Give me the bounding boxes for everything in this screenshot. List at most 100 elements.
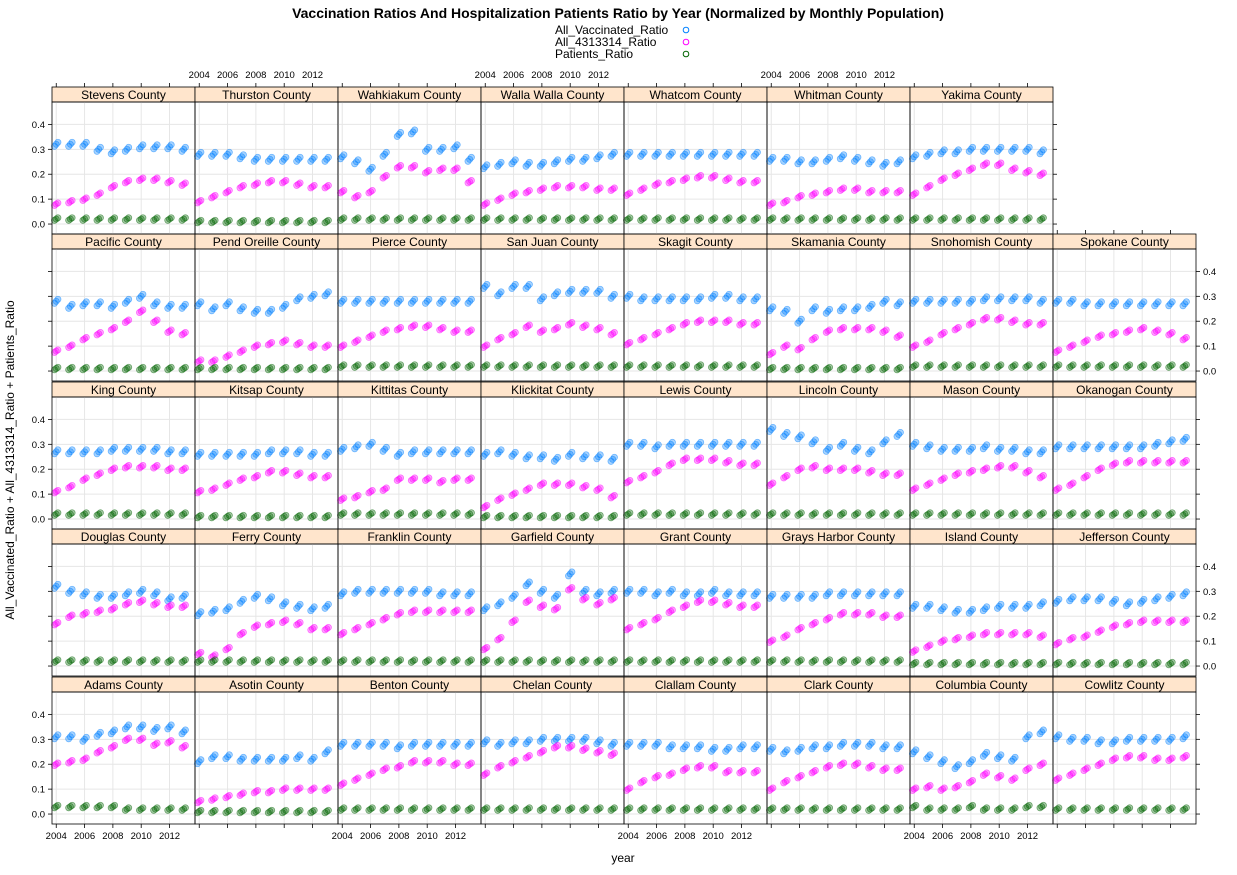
data-point <box>139 734 147 742</box>
panel-king-county: King County <box>51 381 196 530</box>
data-point <box>354 491 362 499</box>
data-point <box>912 214 920 222</box>
panel-strip-label: Franklin County <box>367 530 451 544</box>
data-point <box>912 295 920 303</box>
data-point <box>854 443 862 451</box>
data-point <box>1055 346 1063 354</box>
data-point <box>310 784 318 792</box>
data-point <box>1097 626 1105 634</box>
y-tick-label: 0.0 <box>1203 662 1216 673</box>
data-point <box>211 356 219 364</box>
data-point <box>540 214 548 222</box>
data-point <box>1182 804 1190 812</box>
data-point <box>296 511 304 519</box>
data-point <box>139 462 147 469</box>
data-point <box>840 588 848 596</box>
data-point <box>1025 214 1033 222</box>
data-point <box>940 174 948 182</box>
panel-strip-label: San Juan County <box>506 235 598 249</box>
data-point <box>467 588 475 596</box>
data-point <box>739 509 747 517</box>
data-point <box>554 742 562 749</box>
data-point <box>626 804 634 812</box>
data-point <box>1112 754 1120 762</box>
panel-okanogan-county: Okanogan County <box>1052 381 1197 530</box>
data-point <box>82 754 90 762</box>
data-point <box>181 726 189 734</box>
data-point <box>197 656 205 664</box>
data-point <box>826 509 834 517</box>
data-point <box>324 216 332 224</box>
data-point <box>354 295 362 303</box>
data-point <box>912 438 920 446</box>
data-point <box>783 341 791 349</box>
data-point <box>425 738 433 746</box>
data-point <box>783 590 791 598</box>
data-point <box>68 801 76 809</box>
data-point <box>125 599 133 606</box>
data-point <box>225 448 233 456</box>
data-point <box>739 361 747 369</box>
data-point <box>511 156 519 164</box>
data-point <box>640 438 648 446</box>
data-point <box>983 804 991 812</box>
data-point <box>540 361 548 369</box>
data-point <box>811 590 819 598</box>
data-point <box>111 726 119 734</box>
data-point <box>153 462 161 469</box>
data-point <box>397 295 405 303</box>
data-point <box>282 598 290 606</box>
data-point <box>811 462 819 469</box>
panel-strip-label: Douglas County <box>81 530 166 544</box>
data-point <box>997 600 1005 608</box>
data-point <box>82 333 90 341</box>
panel-frame <box>766 101 911 235</box>
data-point <box>882 611 890 619</box>
data-point <box>525 736 533 744</box>
panel-strip-label: Clark County <box>804 678 873 692</box>
data-point <box>797 743 805 751</box>
panel-strip-label: Cowlitz County <box>1084 678 1164 692</box>
data-point <box>254 216 262 224</box>
data-point <box>310 153 318 161</box>
x-tick-label: 2006 <box>932 831 953 842</box>
data-point <box>453 214 461 222</box>
data-point <box>912 784 920 792</box>
data-point <box>525 214 533 222</box>
data-point <box>296 600 304 608</box>
data-point <box>525 752 533 759</box>
data-point <box>225 363 233 371</box>
data-point <box>483 341 491 349</box>
data-point <box>697 454 705 462</box>
data-point <box>354 804 362 812</box>
data-point <box>739 293 747 301</box>
data-point <box>668 459 676 467</box>
data-point <box>1011 804 1019 812</box>
data-point <box>769 199 777 207</box>
data-point <box>296 338 304 346</box>
data-point <box>640 585 648 593</box>
data-point <box>139 174 147 182</box>
data-point <box>753 459 761 467</box>
data-point <box>239 151 247 159</box>
data-point <box>596 361 604 369</box>
data-point <box>554 324 562 331</box>
panel-frame <box>337 248 482 382</box>
data-point <box>296 806 304 814</box>
data-point <box>954 633 962 641</box>
data-point <box>940 214 948 222</box>
panel-grays-harbor-county: Grays Harbor County <box>766 528 911 677</box>
data-point <box>296 619 304 626</box>
data-point <box>483 214 491 222</box>
data-point <box>439 606 447 614</box>
data-point <box>769 743 777 751</box>
data-point <box>96 747 104 754</box>
data-point <box>1154 509 1162 517</box>
data-point <box>425 214 433 222</box>
data-point <box>540 451 548 459</box>
data-point <box>282 363 290 371</box>
data-point <box>868 609 876 616</box>
x-tick-label: 2010 <box>131 831 152 842</box>
data-point <box>1126 658 1134 666</box>
data-point <box>1168 754 1176 762</box>
